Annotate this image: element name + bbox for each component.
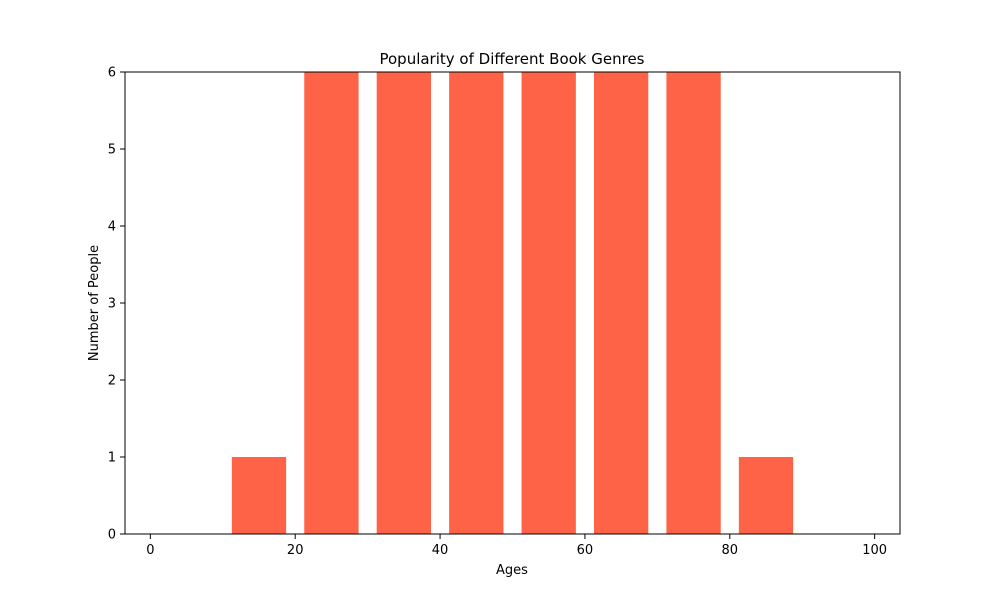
bar-10-20 — [231, 457, 287, 534]
y-tick-label-2: 2 — [108, 374, 116, 389]
bar-80-90 — [738, 457, 794, 534]
x-tick-label-100: 100 — [862, 543, 887, 558]
x-axis-label: Ages — [496, 563, 528, 578]
x-axis-ticks: 0 20 40 60 80 100 — [146, 534, 887, 558]
y-tick-label-0: 0 — [108, 528, 116, 543]
x-tick-label-60: 60 — [577, 543, 594, 558]
x-tick-label-40: 40 — [432, 543, 449, 558]
y-tick-label-3: 3 — [108, 297, 116, 312]
bar-20-30 — [304, 72, 359, 534]
x-tick-label-0: 0 — [146, 543, 154, 558]
x-tick-label-80: 80 — [722, 543, 739, 558]
bar-60-70 — [593, 72, 649, 534]
plot-frame — [124, 71, 901, 535]
y-tick-label-1: 1 — [108, 451, 116, 466]
y-tick-label-4: 4 — [108, 220, 116, 235]
y-tick-label-6: 6 — [108, 66, 116, 81]
y-tick-label-5: 5 — [108, 143, 116, 158]
chart-title: Popularity of Different Book Genres — [379, 50, 644, 68]
y-axis-ticks: 0 1 2 3 4 5 6 — [108, 66, 125, 543]
bar-40-50 — [449, 72, 504, 534]
y-axis-label: Number of People — [87, 245, 102, 361]
bar-30-40 — [376, 72, 432, 534]
x-tick-label-20: 20 — [287, 543, 304, 558]
bar-50-60 — [521, 72, 576, 534]
bars-group — [231, 72, 794, 534]
bar-70-80 — [666, 72, 721, 534]
